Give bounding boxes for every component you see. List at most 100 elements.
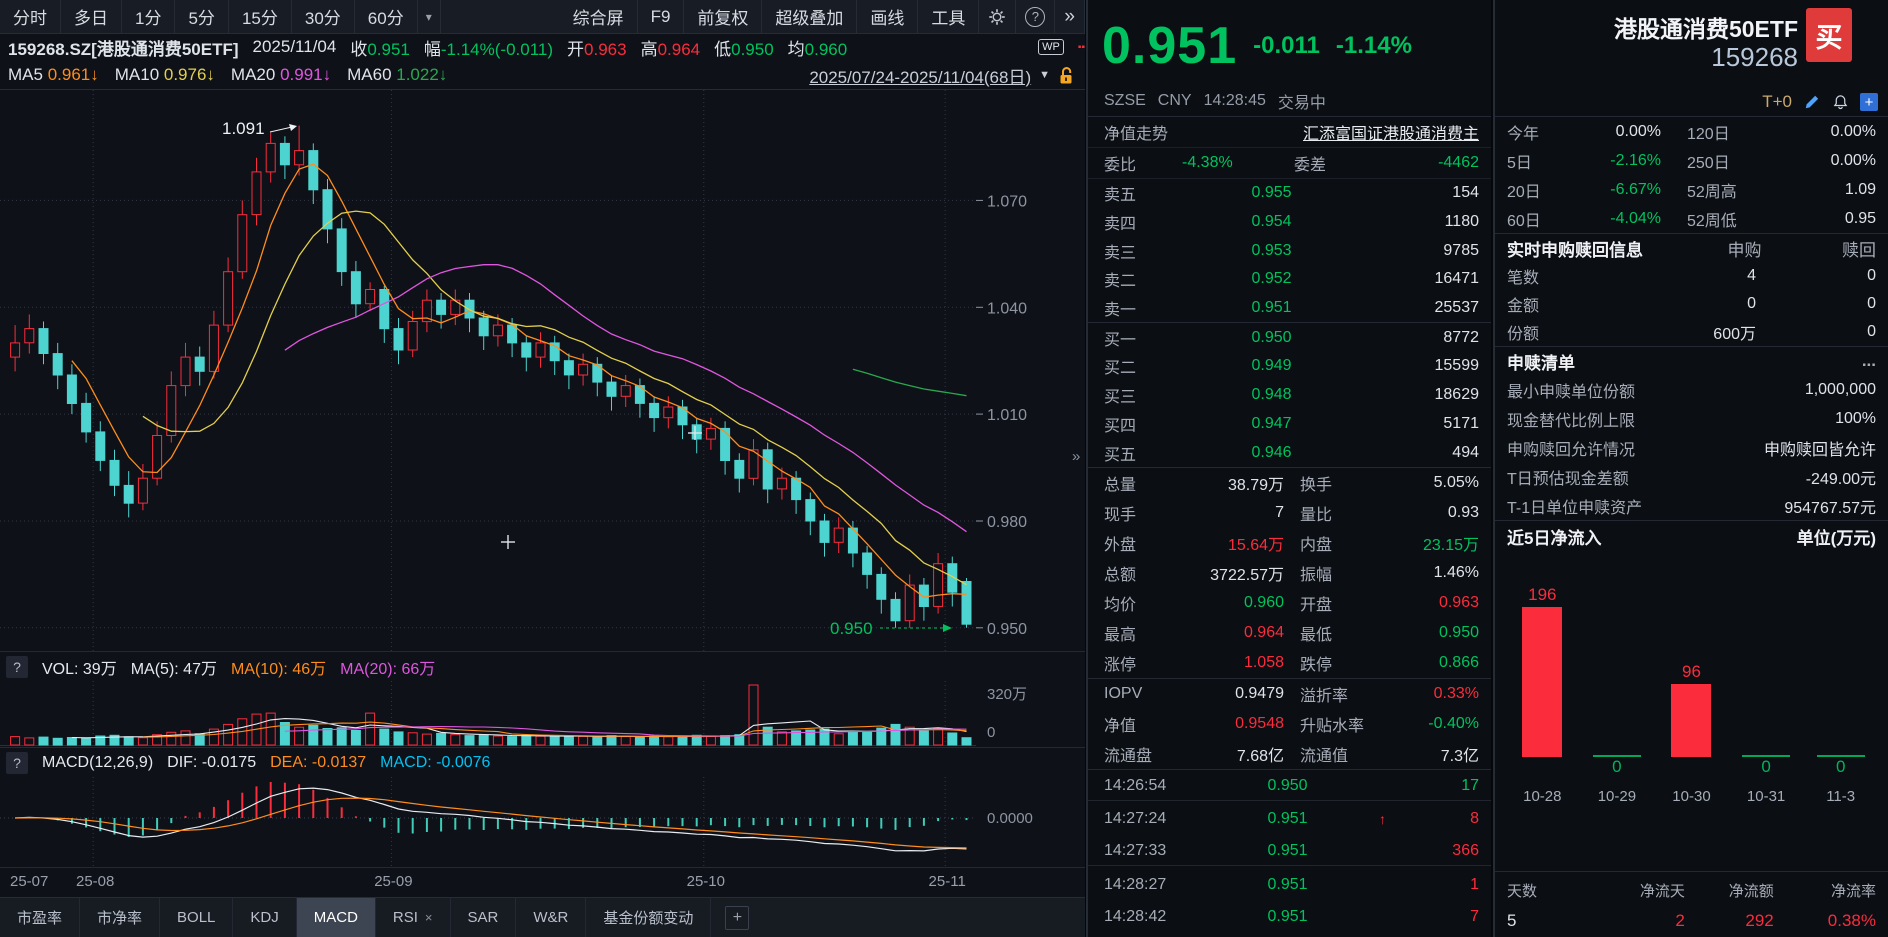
indicator-tab-市净率[interactable]: 市净率 [80,898,161,937]
field-均: 均0.960 [787,39,848,59]
stat-row-总额: 总额 3722.57万 振幅 1.46% [1104,563,1479,584]
alert-bell-icon[interactable] [1831,93,1850,112]
netflow-bar-10-29 [1580,551,1655,757]
realtime-row-笔数: 笔数 4 0 [1507,267,1876,287]
netflow-zero-label-4: 0 [1835,757,1846,776]
netflow-bar-11-3 [1803,551,1878,757]
period-tab-分时[interactable]: 分时 [0,0,61,33]
gear-icon[interactable] [979,0,1017,33]
macd-help-icon[interactable]: ? [6,751,28,774]
edit-pencil-icon[interactable] [1802,93,1821,112]
period-tab-30分[interactable]: 30分 [292,0,355,33]
volume-help-icon[interactable]: ? [6,655,28,678]
bid-row-买五[interactable]: 买五 0.946 494 [1104,443,1479,464]
realtime-section-title: 实时申购赎回信息 申购 赎回 [1495,234,1888,262]
buy-button[interactable]: 买 [1806,8,1852,62]
svg-text:1.091: 1.091 [222,119,265,138]
legend-item-1: MA(5): 47万 [130,660,217,678]
period-tab-1分[interactable]: 1分 [122,0,176,33]
iopv-row-净值: 净值 0.9548 升贴水率 -0.40% [1104,714,1479,735]
indicator-tab-市盈率[interactable]: 市盈率 [0,898,81,937]
x-label-25-11: 25-11 [928,873,966,890]
currency-label: CNY [1157,92,1192,109]
field-低: 低0.950 [714,39,774,59]
ma-item-MA60: MA60 1.022↓ [347,65,448,84]
ask-row-卖二[interactable]: 卖二 0.952 16471 [1104,270,1479,291]
iopv-row-IOPV: IOPV 0.9479 溢折率 0.33% [1104,684,1479,705]
exchange-label: SZSE [1104,92,1146,109]
candlestick-chart[interactable]: 1.070 1.040 1.010 0.980 0.950 1.091 0.950 [0,90,1085,651]
x-label-25-09: 25-09 [374,873,413,890]
tick-row-14:26:54: 14:26:54 0.950 17 [1088,772,1491,801]
ma-legend-bar: MA5 0.961↓ MA10 0.976↓ MA20 0.991↓ MA60 1.0… [0,61,1085,90]
netflow-bar-chart: 196 96 [1495,551,1888,757]
volume-chart[interactable]: 320万 0 [0,681,1085,747]
quote-time: 14:28:45 [1203,92,1266,109]
add-to-watchlist-icon[interactable]: + [1860,93,1878,111]
chart-region: 分时 多日 1分 5分 15分 30分 60分 ▾ 综合屏 F9 前复权 超级叠加 画线 工具?» 159… [0,0,1085,937]
svg-text:0.980: 0.980 [987,514,1027,531]
nav-trend-label[interactable]: 净值走势 [1104,126,1169,143]
netflow-zero-label-1: 0 [1612,757,1622,776]
overflow-chevrons-icon[interactable]: » [1055,0,1085,33]
indicator-tab-KDJ[interactable]: KDJ [233,898,297,937]
indicator-tab-BOLL[interactable]: BOLL [160,898,234,937]
chevron-down-icon[interactable]: ▼ [1039,69,1050,81]
wp-icon[interactable]: WP [1038,39,1064,55]
indicator-tab-基金份额变动[interactable]: 基金份额变动 [586,898,712,937]
perf-row-今年: 今年 0.00% 120日 0.00% [1507,122,1876,143]
indicator-tab-MACD[interactable]: MACD [296,898,376,937]
ma-item-MA5: MA5 0.961↓ [8,65,99,84]
svg-text:0: 0 [987,724,995,741]
bid-row-买一[interactable]: 买一 0.950 8772 [1104,328,1479,349]
toolbar-menu-画线[interactable]: 画线 [857,0,919,33]
realtime-rows: 笔数 4 0 金额 0 0 份额 600万 0 [1495,262,1888,346]
svg-text:0.950: 0.950 [987,621,1027,638]
fund-name-link[interactable]: 汇添富国证港股通消费主 [1302,126,1479,143]
bid-row-买三[interactable]: 买三 0.948 18629 [1104,386,1479,407]
time-axis: 25-07 25-08 25-09 25-10 25-11 [0,867,1085,897]
panel-collapse-handle[interactable]: » [1072,448,1081,465]
legend-item-3: MACD: -0.0076 [380,753,491,771]
unlock-icon[interactable] [1058,66,1075,85]
perf-row-5日: 5日 -2.16% 250日 0.00% [1507,151,1876,172]
toolbar-menu-前复权[interactable]: 前复权 [684,0,763,33]
period-tab-多日[interactable]: 多日 [61,0,122,33]
weibi-row: 委比 -4.38% 委差 -4462 [1088,148,1491,179]
symbol-label: 159268.SZ[港股通消费50ETF] [8,39,239,59]
days-value: 5 [1507,911,1517,930]
more-ellipsis[interactable]: ... [1861,351,1876,370]
ask-row-卖四[interactable]: 卖四 0.954 1180 [1104,213,1479,234]
toolbar-menu-超级叠加[interactable]: 超级叠加 [762,0,858,33]
indicator-tabbar: 市盈率 市净率 BOLL KDJ MACD RSI × SAR W&R 基金份额变动 + [0,897,1085,937]
toolbar-menu-工具[interactable]: 工具 [918,0,980,33]
help-icon[interactable]: ? [1016,0,1056,33]
realtime-row-金额: 金额 0 0 [1507,295,1876,315]
tick-row-14:27:24: 14:27:24 0.951 ↑ 8 [1104,810,1479,828]
toolbar-menu-综合屏[interactable]: 综合屏 [560,0,638,33]
ask-row-卖三[interactable]: 卖三 0.953 9785 [1104,241,1479,262]
date-range-selector[interactable]: 2025/07/24-2025/11/04(68日) [809,67,1032,87]
bid-row-买四[interactable]: 买四 0.947 5171 [1104,414,1479,435]
symbol-info-bar: 159268.SZ[港股通消费50ETF] 2025/11/04 收0.951 幅… [0,33,1093,61]
svg-text:1.070: 1.070 [987,193,1027,210]
indicator-tab-RSI[interactable]: RSI × [376,898,451,937]
toolbar-menu-F9[interactable]: F9 [638,0,685,33]
indicator-tab-SAR[interactable]: SAR [451,898,517,937]
add-indicator-icon[interactable]: + [725,906,750,930]
ask-row-卖五[interactable]: 卖五 0.955 154 [1104,184,1479,205]
netflow-zero-label-0 [1505,757,1580,783]
netflow-date-axis: 10-28 10-29 10-30 10-31 11-3 [1495,783,1888,809]
period-more-caret-icon[interactable]: ▾ [418,0,441,33]
macd-chart[interactable]: 0.0000 [0,777,1085,867]
svg-text:0.950: 0.950 [830,619,873,638]
tab-close-icon[interactable]: × [424,910,433,925]
ask-row-卖一[interactable]: 卖一 0.951 25537 [1104,299,1479,320]
indicator-tab-W&R[interactable]: W&R [516,898,587,937]
period-tab-15分[interactable]: 15分 [229,0,292,33]
bid-row-买二[interactable]: 买二 0.949 15599 [1104,357,1479,378]
svg-text:0.0000: 0.0000 [987,810,1033,827]
realtime-row-份额: 份额 600万 0 [1507,323,1876,343]
period-tab-60分[interactable]: 60分 [355,0,418,33]
period-tab-5分[interactable]: 5分 [175,0,229,33]
